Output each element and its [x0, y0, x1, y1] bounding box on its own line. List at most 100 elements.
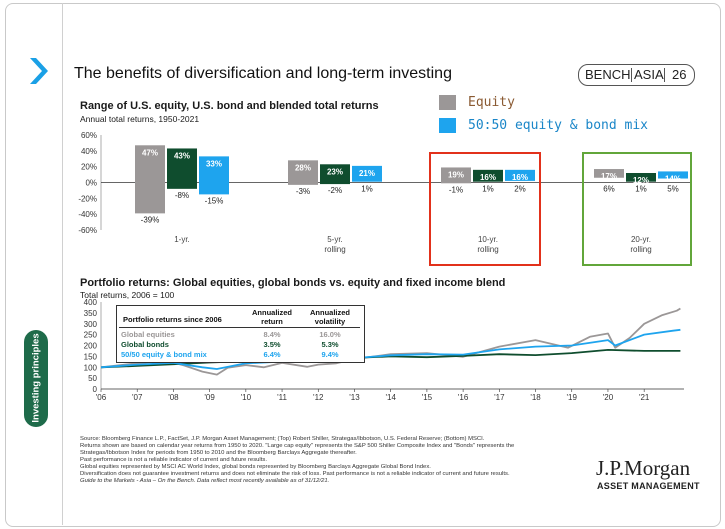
category-label: rolling	[324, 245, 345, 254]
y-tick-label: 20%	[81, 163, 97, 172]
line-blend	[100, 328, 681, 370]
row-equities-return: 8.4%	[263, 330, 281, 339]
footnote-line: Past performance is not a reliable indic…	[80, 457, 267, 463]
bar-max-label: 16%	[512, 173, 528, 182]
bar-min-label: -1%	[449, 185, 463, 194]
bar-blend	[658, 171, 688, 179]
x-tick-label: '13	[349, 393, 360, 402]
y-tick-label: -60%	[78, 226, 97, 235]
x-tick-label: '11	[277, 393, 287, 402]
left-divider	[62, 3, 63, 525]
x-tick-label: '15	[422, 393, 433, 402]
bar-blend	[352, 165, 382, 182]
bar-min-label: -3%	[296, 187, 310, 196]
asset-management-label: ASSET MANAGEMENT	[597, 481, 700, 491]
x-tick-label: '10	[241, 393, 252, 402]
bar-max-label: 23%	[327, 167, 343, 176]
row-blend-return: 6.4%	[263, 350, 281, 359]
badge-bench: BENCH	[585, 67, 631, 82]
footnote-line: Global equities represented by MSCI AC W…	[80, 464, 431, 470]
badge-asia: ASIA	[634, 67, 664, 82]
bar-min-label: 1%	[482, 185, 494, 194]
bar-max-label: 43%	[174, 151, 190, 160]
bar-bond	[167, 148, 197, 189]
highlight-box-20yr	[582, 152, 692, 266]
table-col1-line1: Annualized	[251, 308, 292, 317]
x-tick-label: '17	[494, 393, 505, 402]
top-chart-title: Range of U.S. equity, U.S. bond and blen…	[80, 100, 379, 112]
category-label: 1-yr.	[174, 235, 190, 244]
bar-max-label: 28%	[295, 163, 311, 172]
x-tick-label: '21	[639, 393, 650, 402]
row-bonds-return: 3.5%	[263, 340, 281, 349]
y-tick-label: 400	[84, 298, 98, 307]
bar-bond	[626, 173, 656, 182]
x-tick-label: '18	[530, 393, 541, 402]
x-tick-label: '16	[458, 393, 469, 402]
footnote-line: Source: Bloomberg Finance L.P., FactSet,…	[80, 436, 485, 442]
y-tick-label: 150	[84, 352, 98, 361]
bar-min-label: -8%	[175, 191, 189, 200]
row-equities-volatility: 16.0%	[319, 330, 341, 339]
returns-table: Portfolio returns since 2006 Annualized …	[116, 305, 365, 363]
bar-blend	[199, 156, 229, 195]
badge-separator	[664, 68, 665, 82]
bar-max-label: 47%	[142, 148, 158, 157]
y-tick-label: 350	[84, 309, 98, 318]
bar-equity	[441, 167, 471, 184]
y-tick-label: 300	[84, 320, 98, 329]
category-label: rolling	[630, 245, 651, 254]
bar-max-label: 14%	[665, 174, 681, 183]
bar-min-label: -15%	[205, 196, 224, 205]
legend-equity-swatch	[439, 95, 456, 110]
legend-equity-label: Equity	[468, 95, 515, 110]
bar-min-label: 5%	[667, 185, 679, 194]
category-label: 10-yr.	[478, 235, 498, 244]
chevron-right-icon	[30, 58, 48, 84]
x-tick-label: '19	[567, 393, 578, 402]
row-bonds-name: Global bonds	[121, 340, 169, 349]
bottom-chart-subtitle: Total returns, 2006 = 100	[80, 290, 175, 300]
bar-max-label: 33%	[206, 159, 222, 168]
bar-min-label: 6%	[603, 185, 615, 194]
row-equities-name: Global equities	[121, 330, 175, 339]
table-col2-line2: volatility	[314, 317, 346, 326]
footnote-line: Guide to the Markets - Asia – On the Ben…	[80, 478, 330, 484]
category-label: 5-yr.	[327, 235, 343, 244]
bar-max-label: 12%	[633, 176, 649, 185]
legend-blend-swatch	[439, 118, 456, 133]
bar-bond	[473, 169, 503, 182]
x-tick-label: '08	[168, 393, 179, 402]
bar-min-label: 1%	[635, 185, 647, 194]
table-col1-line2: return	[261, 317, 283, 326]
jpmorgan-logo: J.P.Morgan	[596, 456, 691, 480]
y-tick-label: 0	[93, 385, 98, 394]
x-tick-label: '09	[204, 393, 215, 402]
bar-max-label: 16%	[480, 173, 496, 182]
row-blend-name: 50/50 equity & bond mix	[121, 350, 207, 359]
table-col2-line1: Annualized	[309, 308, 350, 317]
y-tick-label: 60%	[81, 131, 97, 140]
line-global-bonds	[100, 349, 681, 369]
side-tab	[24, 330, 48, 427]
row-bonds-volatility: 5.3%	[321, 340, 339, 349]
footnote-line: Strategas/Ibbotson Index for periods fro…	[80, 450, 357, 456]
highlight-box-10yr	[429, 152, 541, 266]
category-label: rolling	[477, 245, 498, 254]
y-tick-label: -40%	[78, 210, 97, 219]
category-label: 20-yr.	[631, 235, 651, 244]
bar-blend	[505, 169, 535, 181]
bar-min-label: 1%	[361, 185, 373, 194]
y-tick-label: 100	[84, 363, 98, 372]
x-tick-label: '14	[385, 393, 396, 402]
x-tick-label: '06	[96, 393, 107, 402]
y-tick-label: 0%	[85, 179, 97, 188]
bar-min-label: -39%	[141, 215, 160, 224]
x-tick-label: '12	[313, 393, 324, 402]
page-title: The benefits of diversification and long…	[74, 65, 452, 82]
y-tick-label: 200	[84, 342, 98, 351]
x-tick-label: '07	[132, 393, 143, 402]
bar-max-label: 19%	[448, 170, 464, 179]
